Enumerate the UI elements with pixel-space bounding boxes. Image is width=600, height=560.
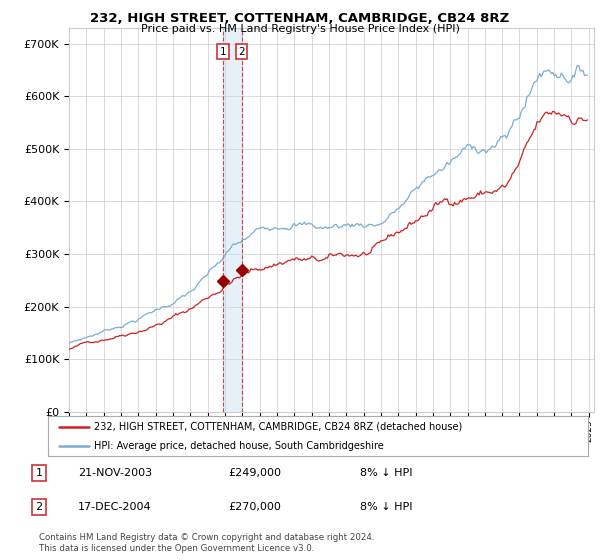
Text: Contains HM Land Registry data © Crown copyright and database right 2024.
This d: Contains HM Land Registry data © Crown c…: [39, 533, 374, 553]
Text: £270,000: £270,000: [228, 502, 281, 512]
Text: 8% ↓ HPI: 8% ↓ HPI: [360, 502, 413, 512]
Text: 2: 2: [35, 502, 43, 512]
Text: £249,000: £249,000: [228, 468, 281, 478]
Text: 232, HIGH STREET, COTTENHAM, CAMBRIDGE, CB24 8RZ: 232, HIGH STREET, COTTENHAM, CAMBRIDGE, …: [91, 12, 509, 25]
Text: 8% ↓ HPI: 8% ↓ HPI: [360, 468, 413, 478]
Text: 1: 1: [35, 468, 43, 478]
Text: Price paid vs. HM Land Registry's House Price Index (HPI): Price paid vs. HM Land Registry's House …: [140, 24, 460, 34]
Text: 21-NOV-2003: 21-NOV-2003: [78, 468, 152, 478]
Text: HPI: Average price, detached house, South Cambridgeshire: HPI: Average price, detached house, Sout…: [94, 441, 383, 450]
Text: 2: 2: [238, 46, 245, 57]
Text: 17-DEC-2004: 17-DEC-2004: [78, 502, 152, 512]
Text: 232, HIGH STREET, COTTENHAM, CAMBRIDGE, CB24 8RZ (detached house): 232, HIGH STREET, COTTENHAM, CAMBRIDGE, …: [94, 422, 462, 432]
Bar: [223, 28, 242, 412]
Text: 1: 1: [220, 46, 226, 57]
